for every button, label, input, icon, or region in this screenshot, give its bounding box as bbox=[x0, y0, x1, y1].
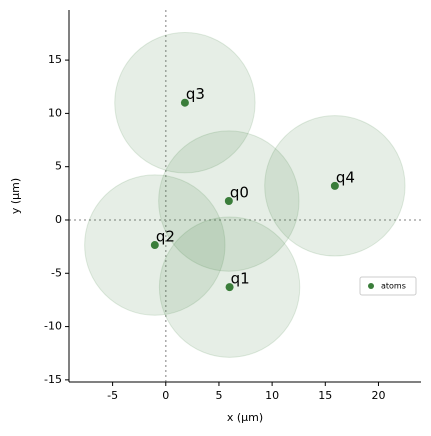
x-tick-label: 20 bbox=[371, 389, 385, 402]
atom-point bbox=[225, 283, 234, 292]
legend-box bbox=[359, 276, 417, 296]
x-tick-label: 0 bbox=[162, 389, 169, 402]
legend-marker bbox=[368, 283, 374, 289]
atom-point bbox=[224, 197, 233, 206]
y-tick-label: 5 bbox=[55, 160, 62, 173]
y-tick-label: 0 bbox=[55, 213, 62, 226]
atom-point bbox=[330, 181, 339, 190]
y-tick-label: 15 bbox=[48, 53, 62, 66]
atom-label: q4 bbox=[336, 168, 355, 186]
y-tick-label: -15 bbox=[44, 373, 62, 386]
x-tick-label: 5 bbox=[215, 389, 222, 402]
x-tick-label: 10 bbox=[265, 389, 279, 402]
y-tick-label: -5 bbox=[51, 266, 62, 279]
y-axis-label: y (µm) bbox=[9, 178, 22, 214]
atom-point bbox=[150, 241, 159, 250]
atom-label: q0 bbox=[230, 184, 249, 202]
atom-label: q2 bbox=[156, 228, 175, 246]
x-tick-label: -5 bbox=[107, 389, 118, 402]
atom-label: q3 bbox=[186, 85, 205, 103]
atom-label: q1 bbox=[231, 270, 250, 288]
y-tick-label: -10 bbox=[44, 320, 62, 333]
atom-point bbox=[180, 98, 189, 107]
y-tick-label: 10 bbox=[48, 106, 62, 119]
legend-label: atoms bbox=[381, 282, 406, 291]
x-tick-label: 15 bbox=[318, 389, 332, 402]
x-axis-label: x (µm) bbox=[227, 411, 263, 424]
